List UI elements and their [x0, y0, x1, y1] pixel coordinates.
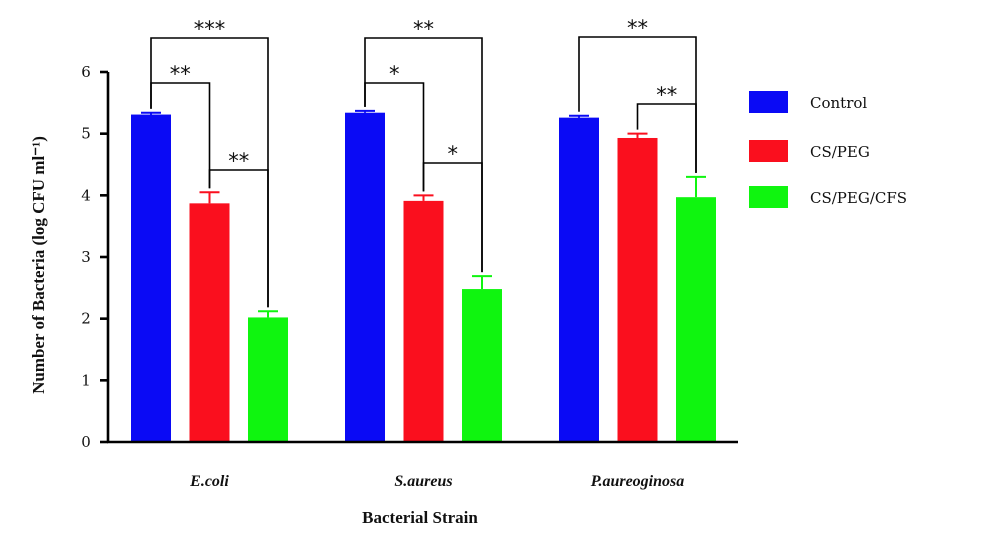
y-tick-label: 4: [81, 186, 91, 204]
legend-label: CS/PEG: [810, 143, 870, 161]
x-category-label: S.aureus: [394, 473, 452, 490]
x-category-label: P.aureoginosa: [590, 473, 685, 490]
significance-label: **: [170, 62, 191, 86]
legend-label: CS/PEG/CFS: [810, 189, 907, 207]
bar: [676, 197, 716, 442]
bar: [248, 317, 288, 442]
significance-bracket: [636, 103, 697, 173]
bar: [462, 289, 502, 442]
legend-swatch: [749, 91, 788, 113]
legend-swatch: [749, 186, 788, 208]
y-tick-label: 1: [81, 371, 91, 389]
significance-bracket: [150, 82, 211, 189]
legend-label: Control: [810, 94, 867, 112]
bar: [403, 200, 444, 442]
y-tick-label: 3: [81, 248, 91, 266]
y-ticks-layer: 0 1 2 3 4 5 6: [81, 63, 108, 451]
legend-swatch: [749, 140, 788, 162]
x-axis-title: Bacterial Strain: [362, 508, 478, 527]
bar: [131, 114, 171, 443]
significance-layer: ***************: [150, 16, 697, 308]
legend: Control CS/PEG CS/PEG/CFS: [749, 91, 907, 208]
significance-label: **: [228, 149, 249, 173]
bar: [345, 112, 385, 442]
category-labels-layer: E.coli S.aureus P.aureoginosa: [189, 473, 684, 490]
significance-bracket: [422, 162, 483, 273]
significance-bracket: [208, 169, 269, 308]
error-bars-layer: [141, 109, 706, 318]
bar: [617, 137, 658, 442]
y-axis-title: Number of Bacteria (log CFU ml⁻¹): [29, 136, 48, 394]
significance-label: **: [656, 83, 677, 107]
significance-label: *: [448, 142, 459, 166]
y-tick-label: 6: [81, 63, 91, 81]
x-category-label: E.coli: [189, 473, 229, 490]
bars-layer: [131, 112, 716, 443]
significance-label: **: [627, 16, 648, 40]
bar: [189, 203, 230, 442]
y-tick-label: 2: [81, 310, 91, 328]
significance-bracket: [364, 37, 483, 273]
significance-label: **: [413, 17, 434, 41]
significance-label: *: [389, 62, 400, 86]
y-tick-label: 0: [81, 433, 91, 451]
significance-bracket: [364, 82, 425, 192]
significance-label: ***: [194, 17, 226, 41]
bar: [559, 117, 599, 442]
y-tick-label: 5: [81, 125, 91, 143]
